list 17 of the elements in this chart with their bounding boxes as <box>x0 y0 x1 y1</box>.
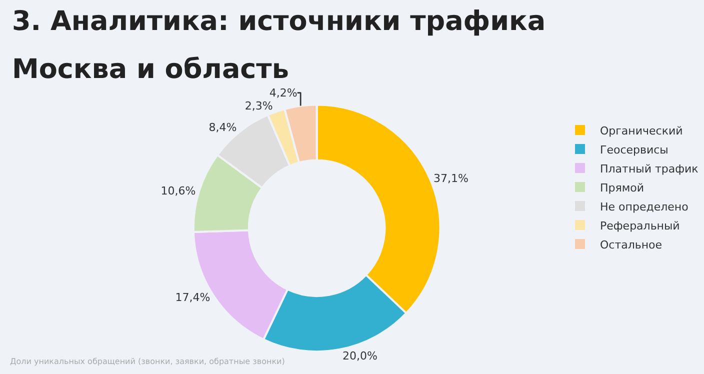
chart-subtitle: Москва и область <box>12 54 289 85</box>
data-label: 4,2% <box>269 86 298 100</box>
legend-label: Геосервисы <box>600 143 668 156</box>
data-label: 17,4% <box>175 291 210 304</box>
data-label: 2,3% <box>244 99 273 112</box>
data-label: 10,6% <box>160 184 196 198</box>
text: Доли уникальных обращений (звонки, заявки, обратные звонки) <box>10 357 285 366</box>
data-label: 8,4% <box>208 121 237 134</box>
legend-label: Платный трафик <box>600 162 699 176</box>
legend-label: Органический <box>600 124 683 138</box>
legend-label: Реферальный <box>600 219 680 232</box>
legend-label: Остальное <box>600 238 662 252</box>
legend-label: Не определено <box>600 200 689 214</box>
data-label: 20,0% <box>342 349 378 362</box>
chart-title: 3. Аналитика: источники трафика <box>12 6 546 37</box>
data-label: 37,1% <box>434 172 468 185</box>
legend-label: Прямой <box>600 181 644 194</box>
